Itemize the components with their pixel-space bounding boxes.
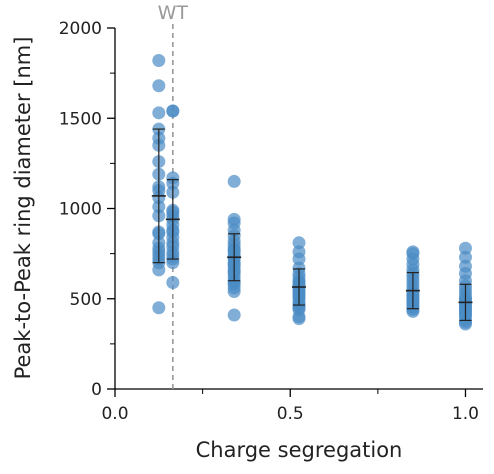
- data-point: [152, 263, 166, 277]
- data-points: [152, 53, 472, 331]
- data-point: [292, 252, 306, 266]
- y-tick-label: 1000: [59, 200, 102, 220]
- data-point: [152, 79, 166, 93]
- y-tick-label: 2000: [59, 19, 102, 39]
- data-point: [292, 236, 306, 250]
- data-point: [166, 104, 180, 118]
- x-tick-label: 0.0: [101, 404, 128, 424]
- x-axis-label: Charge segregation: [196, 438, 403, 462]
- data-point: [227, 285, 241, 299]
- data-point: [458, 241, 472, 255]
- y-tick-label: 500: [70, 290, 102, 310]
- data-point: [166, 276, 180, 290]
- data-point: [227, 308, 241, 322]
- y-tick-label: 1500: [59, 109, 102, 129]
- data-point: [458, 250, 472, 264]
- data-point: [152, 53, 166, 67]
- data-point: [227, 174, 241, 188]
- data-point: [292, 312, 306, 326]
- wt-reference-label: WT: [158, 2, 189, 24]
- x-tick-label: 0.5: [277, 404, 304, 424]
- data-point: [152, 106, 166, 120]
- y-tick-label: 0: [91, 380, 102, 400]
- ticks: 0 500 1000 1500 2000 0.0 0.5 1.0: [59, 19, 479, 424]
- error-bars: [151, 128, 473, 322]
- y-axis-label: Peak-to-Peak ring diameter [nm]: [11, 37, 35, 380]
- data-point: [152, 301, 166, 315]
- x-tick-label: 1.0: [452, 404, 479, 424]
